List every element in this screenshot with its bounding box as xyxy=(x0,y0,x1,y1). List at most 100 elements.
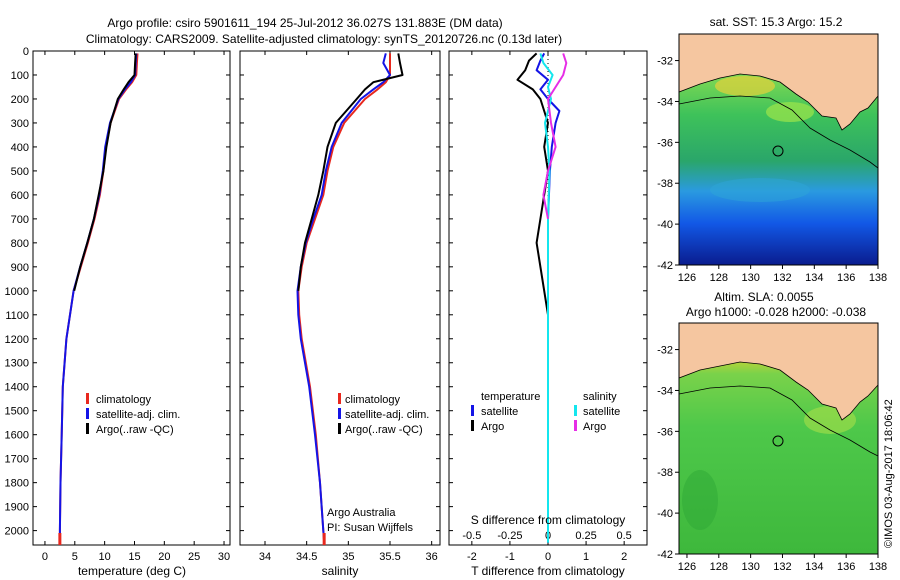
sst-map-panel: sat. SST: 15.3 Argo: 15.2 xyxy=(657,15,887,284)
x-tick-label: 20 xyxy=(158,551,170,563)
map-x-tick-label: 134 xyxy=(805,561,823,573)
salinity-xlabel: salinity xyxy=(322,564,359,578)
legend-swatch-s-satellite xyxy=(574,405,577,416)
y-tick-label: 1200 xyxy=(5,334,29,346)
y-tick-label: 900 xyxy=(11,262,29,274)
legend-swatch-satellite xyxy=(86,408,89,419)
map-y-tick-label: -42 xyxy=(657,549,673,561)
legend-header-temperature: temperature xyxy=(481,391,540,403)
y-tick-label: 500 xyxy=(11,166,29,178)
temperature-lines xyxy=(58,53,139,545)
legend-label-t-satellite: satellite xyxy=(481,406,518,418)
legend-label-argo: Argo(..raw -QC) xyxy=(345,424,423,436)
sla-map-frame xyxy=(678,322,879,555)
y-tick-label: 1300 xyxy=(5,358,29,370)
legend-label-s-satellite: satellite xyxy=(583,406,620,418)
x-tick-label: 35.5 xyxy=(379,551,400,563)
map-x-tick-label: 134 xyxy=(805,272,823,284)
map-x-tick-label: 132 xyxy=(773,272,791,284)
legend-label-s-argo: Argo xyxy=(583,421,606,433)
map-y-tick-label: -36 xyxy=(657,426,673,438)
map-y-tick-label: -42 xyxy=(657,260,673,272)
sla-map-ticks: 126 128 130 132 134 136 138 -32 -34 -36 -38 -40 -42 xyxy=(657,345,887,573)
y-tick-label: 1800 xyxy=(5,478,29,490)
x-tick-label-top: -0.25 xyxy=(497,530,522,542)
sst-map-frame xyxy=(678,33,879,266)
map-x-tick-label: 130 xyxy=(741,561,759,573)
map-x-tick-label: 132 xyxy=(773,561,791,573)
legend-swatch-t-argo xyxy=(471,420,474,431)
temperature-legend: climatology satellite-adj. clim. Argo(..… xyxy=(86,393,180,436)
difference-xlabel-bottom: T difference from climatology xyxy=(471,564,625,578)
legend-label-t-argo: Argo xyxy=(481,421,504,433)
y-tick-label: 100 xyxy=(11,70,29,82)
y-tick-label: 1700 xyxy=(5,454,29,466)
x-tick-label: 10 xyxy=(99,551,111,563)
salinity-legend: climatology satellite-adj. clim. Argo(..… xyxy=(338,393,429,436)
x-tick-label-top: -0.5 xyxy=(462,530,481,542)
map-y-tick-label: -32 xyxy=(657,345,673,357)
temperature-panel: 0100200300400500600700800900100011001200… xyxy=(5,46,231,578)
legend-swatch-s-argo xyxy=(574,420,577,431)
legend-swatch-argo xyxy=(338,423,341,434)
y-tick-label: 1500 xyxy=(5,406,29,418)
map-y-tick-label: -40 xyxy=(657,508,673,520)
land-mass xyxy=(678,33,879,131)
legend-swatch-t-satellite xyxy=(471,405,474,416)
bathymetry-contour xyxy=(678,385,879,457)
sst-map-title: sat. SST: 15.3 Argo: 15.2 xyxy=(710,15,843,29)
y-tick-label: 0 xyxy=(23,46,29,58)
sst-warm-patch xyxy=(715,76,775,96)
legend-header-salinity: salinity xyxy=(583,391,617,403)
legend-swatch-argo xyxy=(86,423,89,434)
x-tick-label: 35 xyxy=(342,551,354,563)
y-tick-label: 400 xyxy=(11,142,29,154)
argo-float-marker xyxy=(772,435,784,447)
map-y-tick-label: -36 xyxy=(657,137,673,149)
y-tick-label: 2000 xyxy=(5,526,29,538)
series-line-satellite-adj-clim- xyxy=(296,53,391,543)
climatology-end-marker xyxy=(58,533,62,545)
series-line-argo xyxy=(542,53,568,220)
credit-text: ©IMOS 03-Aug-2017 18:06:42 xyxy=(883,399,895,548)
header-line2: Climatology: CARS2009. Satellite-adjuste… xyxy=(86,32,562,46)
salinity-annotation-line1: Argo Australia xyxy=(327,507,396,519)
x-tick-label: 30 xyxy=(218,551,230,563)
legend-label-argo: Argo(..raw -QC) xyxy=(96,424,174,436)
y-tick-label: 1400 xyxy=(5,382,29,394)
temperature-plot-frame xyxy=(32,50,231,546)
sla-high-patch xyxy=(682,470,718,530)
map-x-tick-label: 128 xyxy=(710,561,728,573)
legend-label-climatology: climatology xyxy=(96,394,152,406)
map-x-tick-label: 138 xyxy=(869,561,887,573)
salinity-panel: 34 34.5 35 35.5 36 climatology satellite-adj… xyxy=(239,50,441,578)
y-tick-label: 700 xyxy=(11,214,29,226)
x-tick-label: 0 xyxy=(42,551,48,563)
legend-swatch-satellite xyxy=(338,408,341,419)
map-y-tick-label: -40 xyxy=(657,219,673,231)
series-line-argo-raw-qc- xyxy=(73,53,137,292)
difference-legend: temperature salinity satellite Argo sate… xyxy=(471,391,620,433)
difference-xlabel-top: S difference from climatology xyxy=(471,513,626,527)
map-y-tick-label: -38 xyxy=(657,467,673,479)
y-tick-label: 1600 xyxy=(5,430,29,442)
x-tick-label: 1 xyxy=(583,551,589,563)
x-tick-label: -2 xyxy=(467,551,477,563)
salinity-annotation-line2: PI: Susan Wijffels xyxy=(327,522,413,534)
map-x-tick-label: 138 xyxy=(869,272,887,284)
sla-map-panel: Altim. SLA: 0.0055 Argo h1000: -0.028 h2… xyxy=(657,290,887,573)
x-tick-label-top: 0.25 xyxy=(575,530,596,542)
sst-map-ticks: 126 128 130 132 134 136 138 -32 -34 -36 -38 -40 -42 xyxy=(657,56,887,284)
x-tick-label: 25 xyxy=(188,551,200,563)
header-line1: Argo profile: csiro 5901611_194 25-Jul-2… xyxy=(107,16,502,30)
sla-map-subtitle: Argo h1000: -0.028 h2000: -0.038 xyxy=(686,305,866,319)
x-tick-label: 36 xyxy=(426,551,438,563)
y-tick-label: 1000 xyxy=(5,286,29,298)
argo-float-marker xyxy=(772,145,784,157)
legend-swatch-climatology xyxy=(338,393,341,404)
x-tick-label: 34 xyxy=(259,551,271,563)
x-tick-label: 34.5 xyxy=(296,551,317,563)
salinity-axis-ticks: 34 34.5 35 35.5 36 xyxy=(240,50,440,563)
